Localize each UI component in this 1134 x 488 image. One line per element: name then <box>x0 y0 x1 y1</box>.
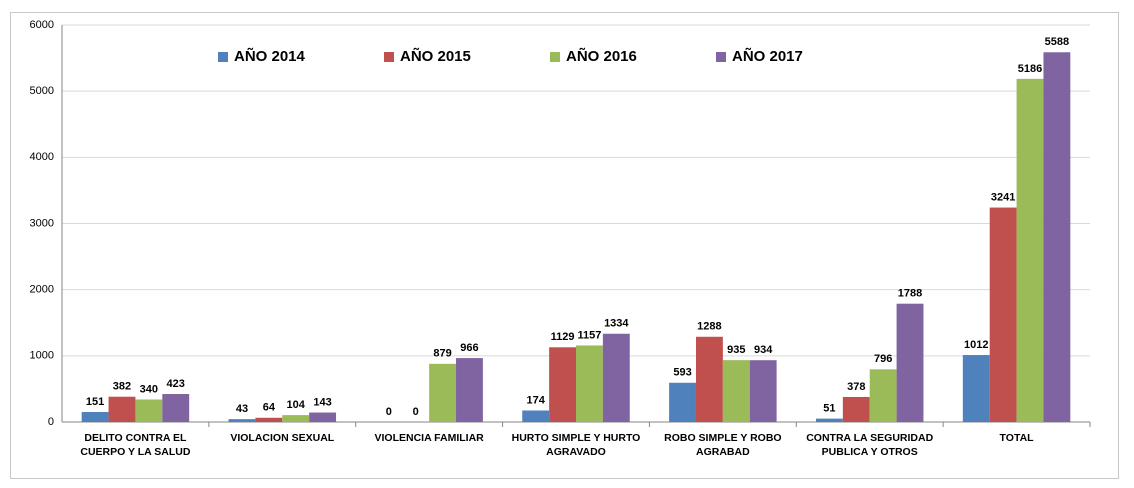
data-label: 51 <box>823 403 835 415</box>
data-label: 423 <box>167 378 185 390</box>
bar <box>695 336 723 422</box>
bar <box>309 412 337 422</box>
bar <box>549 347 576 422</box>
bar <box>282 415 310 422</box>
data-label: 593 <box>673 367 691 379</box>
data-label: 0 <box>386 406 392 418</box>
bar <box>135 399 163 422</box>
bar <box>1043 52 1071 422</box>
x-tick-label: HURTO SIMPLE Y HURTO AGRAVADO <box>511 432 641 458</box>
data-label: 879 <box>433 348 451 360</box>
bar <box>962 355 990 422</box>
legend-label: AÑO 2014 <box>234 47 306 65</box>
data-label: 1157 <box>577 329 601 341</box>
legend-swatch <box>716 52 726 62</box>
data-label: 3241 <box>991 191 1015 203</box>
data-label: 1788 <box>898 288 922 300</box>
bar <box>81 412 109 422</box>
data-label: 104 <box>287 399 306 411</box>
y-tick-label: 2000 <box>30 284 54 296</box>
bar <box>722 360 750 422</box>
bar <box>108 396 136 422</box>
legend-label: AÑO 2016 <box>566 47 637 65</box>
legend-swatch <box>550 52 560 62</box>
data-label: 0 <box>413 406 419 418</box>
bar <box>162 394 190 422</box>
data-label: 935 <box>727 344 745 356</box>
bar <box>869 369 897 422</box>
bar <box>576 345 603 422</box>
data-label: 5588 <box>1045 36 1069 48</box>
data-label: 934 <box>754 344 773 356</box>
y-tick-label: 3000 <box>30 217 54 229</box>
data-label: 64 <box>263 402 276 414</box>
data-label: 151 <box>86 396 104 408</box>
data-label: 143 <box>313 396 331 408</box>
legend-swatch <box>218 52 228 62</box>
data-label: 382 <box>113 381 131 393</box>
x-tick-label: CONTRA LA SEGURIDAD PUBLICA Y OTROS <box>806 432 934 458</box>
bar <box>749 360 777 422</box>
data-label: 796 <box>874 353 892 365</box>
data-label: 1288 <box>697 321 721 333</box>
bar <box>842 396 870 422</box>
legend-label: AÑO 2015 <box>400 47 471 65</box>
y-tick-label: 1000 <box>30 350 54 362</box>
legend-label: AÑO 2017 <box>732 47 803 65</box>
bar <box>1016 78 1044 422</box>
y-tick-label: 5000 <box>30 85 54 97</box>
data-label: 378 <box>847 381 865 393</box>
x-tick-label: ROBO SIMPLE Y ROBO AGRABAD <box>664 432 782 458</box>
bar <box>456 358 483 422</box>
x-tick-label: VIOLACION SEXUAL <box>230 432 335 444</box>
bar <box>522 410 550 422</box>
y-tick-label: 6000 <box>30 19 54 31</box>
data-label: 1334 <box>604 318 629 330</box>
bar <box>989 207 1017 422</box>
bar <box>602 333 630 422</box>
data-label: 966 <box>460 342 478 354</box>
data-label: 1129 <box>551 331 575 343</box>
bar <box>255 417 283 422</box>
data-label: 5186 <box>1018 63 1042 75</box>
bar <box>429 363 457 422</box>
bar <box>669 382 696 422</box>
bar <box>896 303 924 422</box>
data-label: 174 <box>527 394 546 406</box>
x-tick-label: VIOLENCIA FAMILIAR <box>374 432 484 444</box>
bar <box>815 418 843 422</box>
y-tick-label: 0 <box>48 416 54 428</box>
y-tick-label: 4000 <box>30 151 54 163</box>
data-label: 43 <box>236 403 248 415</box>
bar <box>228 419 256 422</box>
legend-swatch <box>384 52 394 62</box>
data-label: 1012 <box>964 339 988 351</box>
x-tick-label: TOTAL <box>999 432 1034 444</box>
data-label: 340 <box>140 383 158 395</box>
x-tick-label: DELITO CONTRA EL CUERPO Y LA SALUD <box>80 432 191 458</box>
